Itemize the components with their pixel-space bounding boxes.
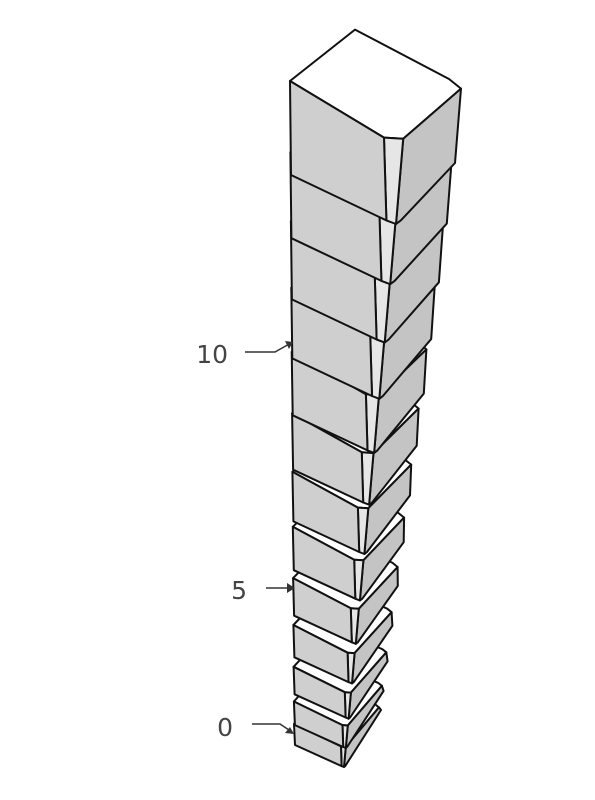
leader-5 bbox=[266, 583, 295, 593]
block-front-face bbox=[289, 80, 388, 222]
label-10: 10 bbox=[196, 340, 228, 369]
block-12 bbox=[289, 28, 462, 225]
block-front-face bbox=[291, 412, 365, 504]
block-stack bbox=[289, 28, 462, 768]
block-front-face bbox=[291, 525, 357, 600]
leader-0 bbox=[252, 723, 294, 734]
leader-10 bbox=[245, 341, 293, 353]
block-front-face bbox=[291, 470, 361, 553]
block-front-face bbox=[292, 577, 353, 644]
label-0: 0 bbox=[217, 713, 233, 742]
block-front-face bbox=[292, 624, 350, 684]
block-front-face bbox=[292, 665, 347, 719]
block-front-face bbox=[292, 700, 345, 748]
label-5: 5 bbox=[231, 576, 247, 605]
